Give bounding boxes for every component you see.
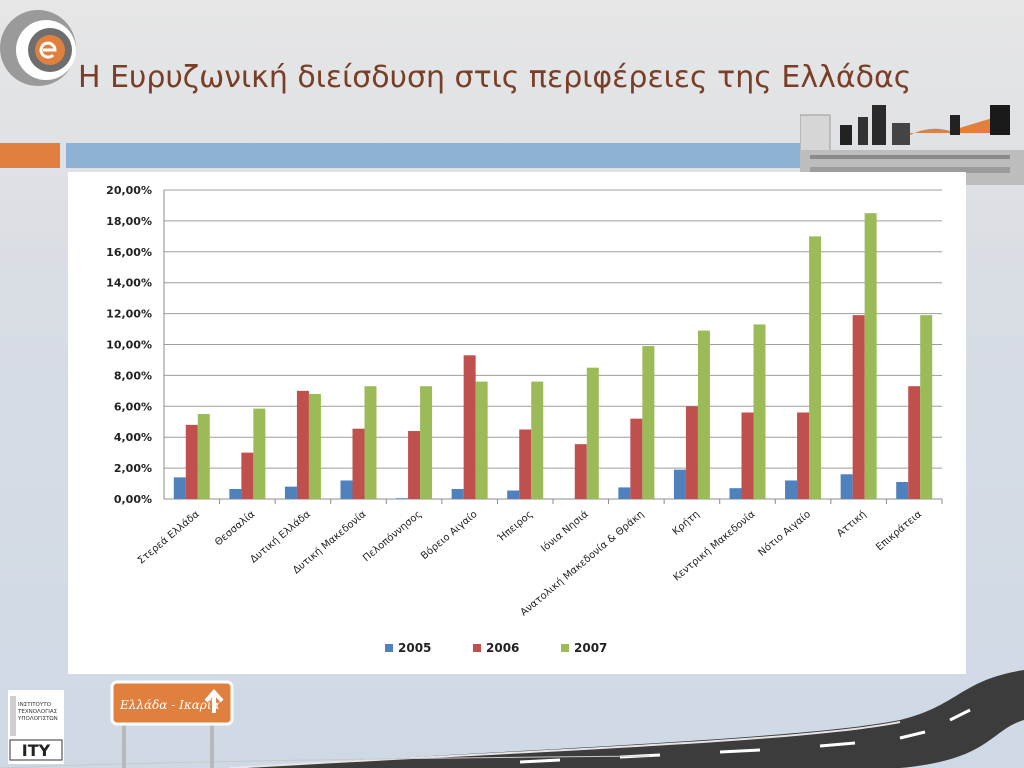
bar-2007 bbox=[753, 324, 766, 499]
sign-text: Ελλάδα - Ικαρία bbox=[119, 698, 220, 712]
bar-2006 bbox=[519, 429, 532, 499]
bar-2007 bbox=[253, 408, 266, 499]
y-tick-label: 20,00% bbox=[106, 184, 152, 197]
accent-bar-blue bbox=[66, 143, 806, 168]
bar-2005 bbox=[840, 474, 853, 499]
bar-2006 bbox=[908, 386, 921, 499]
legend-label-2006: 2006 bbox=[486, 641, 519, 655]
bar-2007 bbox=[586, 367, 599, 499]
bar-2007 bbox=[697, 330, 710, 499]
bar-2007 bbox=[197, 414, 210, 499]
legend-swatch-2005 bbox=[385, 644, 393, 652]
bar-2006 bbox=[852, 315, 865, 499]
y-tick-label: 18,00% bbox=[106, 215, 152, 228]
bar-2006 bbox=[185, 424, 198, 499]
legend-label-2007: 2007 bbox=[574, 641, 607, 655]
category-label: Επικράτεια bbox=[874, 508, 925, 553]
bar-2006 bbox=[630, 418, 643, 499]
category-label: Ήπειρος bbox=[495, 508, 536, 545]
bar-2007 bbox=[864, 213, 877, 500]
bar-2006 bbox=[574, 444, 587, 499]
y-tick-label: 0,00% bbox=[114, 493, 152, 506]
bar-2006 bbox=[797, 412, 810, 499]
category-label: Πελοπόννησος bbox=[360, 508, 424, 564]
bar-2005 bbox=[229, 488, 242, 499]
y-tick-label: 2,00% bbox=[114, 462, 152, 475]
bar-2007 bbox=[308, 393, 321, 499]
bar-2005 bbox=[507, 490, 520, 499]
category-label: Κρήτη bbox=[670, 508, 702, 538]
category-label: Ιόνια Νησιά bbox=[539, 508, 591, 555]
bar-2006 bbox=[685, 406, 698, 499]
inst-logo-line-2: ΤΕΧΝΟΛΟΓΙΑΣ bbox=[17, 709, 58, 715]
bar-2006 bbox=[296, 390, 309, 499]
bar-2007 bbox=[642, 346, 655, 499]
chart-panel: 0,00% 2,00% 4,00% 6,00% 8,00% 10,00% 12,00% 14,… bbox=[68, 172, 966, 674]
bar-2007 bbox=[531, 381, 544, 499]
legend-label-2005: 2005 bbox=[398, 641, 431, 655]
category-label: Νότιο Αιγαίο bbox=[756, 508, 813, 559]
inst-logo-short: ΙΤΥ bbox=[22, 741, 51, 760]
bar-2005 bbox=[451, 488, 464, 499]
bar-chart: 0,00% 2,00% 4,00% 6,00% 8,00% 10,00% 12,00% 14,… bbox=[106, 184, 943, 655]
y-tick-label: 16,00% bbox=[106, 246, 152, 259]
bar-2005 bbox=[896, 482, 909, 499]
y-tick-label: 12,00% bbox=[106, 308, 152, 321]
bar-2005 bbox=[618, 487, 631, 499]
y-tick-label: 10,00% bbox=[106, 339, 152, 352]
accent-bar-orange bbox=[0, 143, 60, 168]
legend-swatch-2006 bbox=[473, 644, 481, 652]
bar-2005 bbox=[396, 498, 409, 499]
bar-2007 bbox=[920, 315, 933, 499]
bar-2007 bbox=[809, 236, 822, 499]
category-label: Ανατολική Μακεδονία & Θράκη bbox=[518, 508, 646, 618]
inst-logo-line-3: ΥΠΟΛΟΓΙΣΤΩΝ bbox=[17, 716, 58, 722]
category-label: Θεσσαλία bbox=[212, 508, 257, 549]
road-sign: Ελλάδα - Ικαρία bbox=[110, 680, 234, 768]
bar-2005 bbox=[785, 480, 798, 499]
bar-2005 bbox=[173, 477, 186, 499]
bar-2006 bbox=[241, 452, 254, 499]
inst-logo-line-1: ΙΝΣΤΙΤΟΥΤΟ bbox=[18, 702, 52, 708]
bar-2005 bbox=[729, 488, 742, 499]
category-label: Βόρειο Αιγαίο bbox=[418, 508, 479, 562]
bar-2007 bbox=[364, 386, 377, 499]
bar-2007 bbox=[475, 381, 488, 499]
category-label: Αττική bbox=[834, 508, 868, 539]
bar-2006 bbox=[408, 431, 421, 499]
y-tick-label: 8,00% bbox=[114, 369, 152, 382]
bar-2005 bbox=[284, 486, 297, 499]
bar-2005 bbox=[340, 480, 353, 499]
eellak-logo bbox=[0, 10, 76, 86]
road-illustration bbox=[0, 670, 1024, 768]
bar-2007 bbox=[420, 386, 433, 499]
legend-swatch-2007 bbox=[561, 644, 569, 652]
bar-2006 bbox=[352, 428, 365, 499]
y-tick-label: 6,00% bbox=[114, 400, 152, 413]
bar-2006 bbox=[741, 412, 754, 499]
institute-logo: ΙΝΣΤΙΤΟΥΤΟ ΤΕΧΝΟΛΟΓΙΑΣ ΥΠΟΛΟΓΙΣΤΩΝ ΙΤΥ bbox=[8, 690, 64, 764]
bar-2005 bbox=[673, 469, 686, 499]
y-tick-label: 14,00% bbox=[106, 277, 152, 290]
y-tick-label: 4,00% bbox=[114, 431, 152, 444]
category-label: Στερεά Ελλάδα bbox=[135, 508, 202, 567]
bar-2006 bbox=[463, 355, 476, 499]
page-title: Η Ευρυζωνική διείσδυση στις περιφέρειες … bbox=[78, 60, 912, 95]
